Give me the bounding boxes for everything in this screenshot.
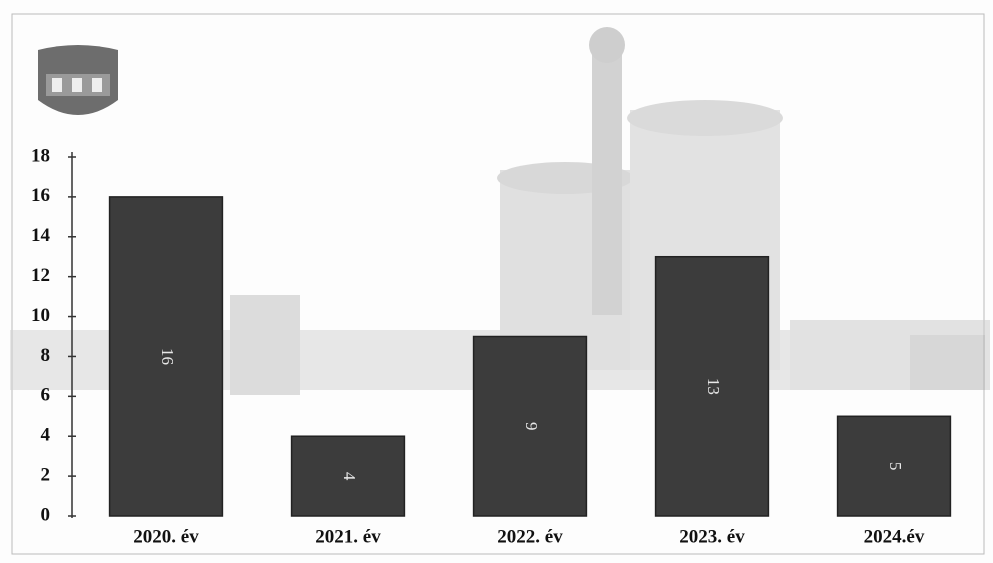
x-tick-label: 2023. év xyxy=(679,526,745,547)
frame xyxy=(11,13,985,555)
value-label: 9 xyxy=(522,422,541,431)
x-tick-label: 2024.év xyxy=(864,526,925,547)
bar xyxy=(836,415,952,517)
y-tick-label: 0 xyxy=(41,504,51,525)
value-label: 16 xyxy=(158,348,177,365)
y-tick-label: 16 xyxy=(31,185,50,206)
y-tick-label: 6 xyxy=(41,385,51,406)
y-tick-label: 18 xyxy=(31,145,50,166)
bar xyxy=(472,335,588,517)
y-tick-label: 8 xyxy=(41,345,51,366)
value-label: 13 xyxy=(704,378,723,395)
logo xyxy=(38,45,118,115)
value-label: 5 xyxy=(886,462,905,471)
y-tick-label: 14 xyxy=(31,225,51,246)
y-tick-label: 10 xyxy=(31,305,50,326)
bar xyxy=(108,196,224,517)
value-label: 4 xyxy=(340,472,359,481)
y-tick-label: 4 xyxy=(41,425,51,446)
x-tick-label: 2022. év xyxy=(497,526,563,547)
y-tick-label: 12 xyxy=(31,265,50,286)
bar xyxy=(290,435,406,517)
x-tick-label: 2021. év xyxy=(315,526,381,547)
x-tick-label: 2020. év xyxy=(133,526,199,547)
bar xyxy=(654,255,770,517)
y-tick-label: 2 xyxy=(41,464,51,485)
